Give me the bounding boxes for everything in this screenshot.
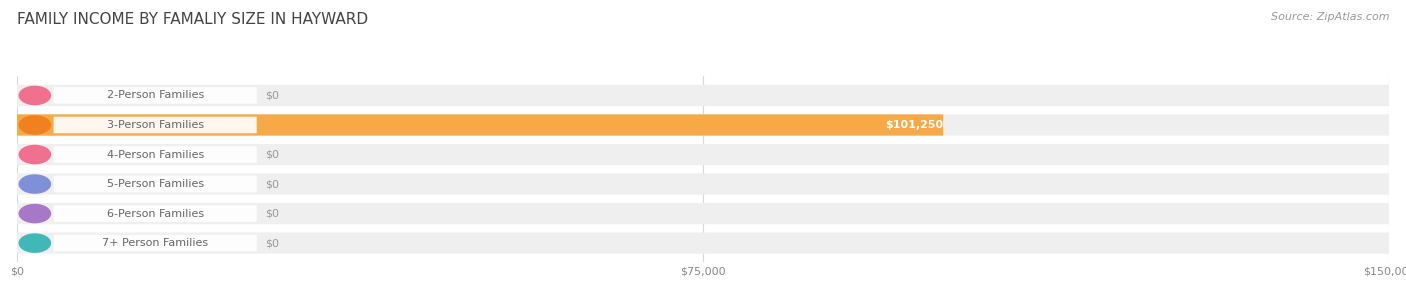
Text: FAMILY INCOME BY FAMALIY SIZE IN HAYWARD: FAMILY INCOME BY FAMALIY SIZE IN HAYWARD xyxy=(17,12,368,27)
Text: 6-Person Families: 6-Person Families xyxy=(107,209,204,219)
Text: $0: $0 xyxy=(264,209,278,219)
FancyBboxPatch shape xyxy=(17,144,1389,165)
Text: 3-Person Families: 3-Person Families xyxy=(107,120,204,130)
Text: $0: $0 xyxy=(264,179,278,189)
FancyBboxPatch shape xyxy=(53,117,257,133)
Text: Source: ZipAtlas.com: Source: ZipAtlas.com xyxy=(1271,12,1389,22)
Text: $0: $0 xyxy=(264,91,278,100)
FancyBboxPatch shape xyxy=(17,85,1389,106)
FancyBboxPatch shape xyxy=(53,235,257,251)
FancyBboxPatch shape xyxy=(53,176,257,192)
FancyBboxPatch shape xyxy=(53,87,257,104)
FancyBboxPatch shape xyxy=(53,205,257,222)
Text: 4-Person Families: 4-Person Families xyxy=(107,149,204,160)
Ellipse shape xyxy=(18,145,51,164)
Ellipse shape xyxy=(18,204,51,223)
Text: $101,250: $101,250 xyxy=(884,120,943,130)
Ellipse shape xyxy=(18,86,51,105)
Text: 2-Person Families: 2-Person Families xyxy=(107,91,204,100)
FancyBboxPatch shape xyxy=(53,146,257,163)
FancyBboxPatch shape xyxy=(17,114,1389,136)
Ellipse shape xyxy=(18,174,51,194)
Ellipse shape xyxy=(18,233,51,253)
Ellipse shape xyxy=(18,115,51,135)
FancyBboxPatch shape xyxy=(17,203,1389,224)
FancyBboxPatch shape xyxy=(17,232,1389,254)
FancyBboxPatch shape xyxy=(17,174,1389,195)
FancyBboxPatch shape xyxy=(17,114,943,136)
Text: 5-Person Families: 5-Person Families xyxy=(107,179,204,189)
Text: $0: $0 xyxy=(264,238,278,248)
Text: 7+ Person Families: 7+ Person Families xyxy=(103,238,208,248)
Text: $0: $0 xyxy=(264,149,278,160)
